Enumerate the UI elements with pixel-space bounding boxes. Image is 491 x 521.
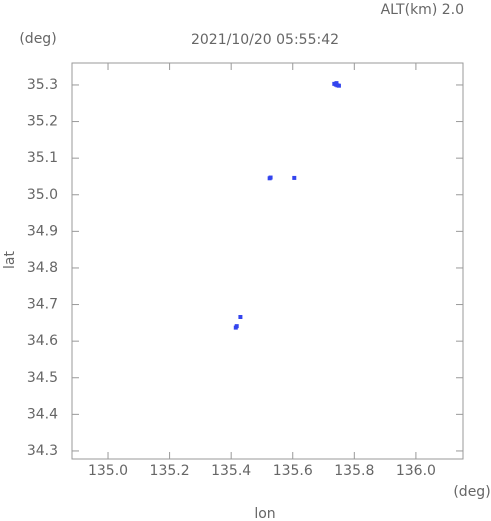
x-tick-label: 135.4 <box>211 463 251 479</box>
y-tick-label: 34.9 <box>27 223 58 239</box>
echo-point <box>234 324 239 329</box>
y-tick-label: 34.6 <box>27 333 58 349</box>
echo-point <box>336 83 341 88</box>
y-tick-label: 35.3 <box>27 77 58 93</box>
y-tick-label: 34.4 <box>27 406 58 422</box>
y-tick-label: 34.8 <box>27 260 58 276</box>
annotation: ALT(km) 2.0 <box>381 2 464 18</box>
echo-point <box>268 175 273 180</box>
y-label: lat <box>2 251 18 269</box>
x-tick-label: 135.8 <box>334 463 374 479</box>
y-tick-label: 34.5 <box>27 370 58 386</box>
y-tick-label: 35.1 <box>27 150 58 166</box>
y-tick-label: 34.3 <box>27 443 58 459</box>
x-label: lon <box>254 506 275 521</box>
x-unit: (deg) <box>453 484 490 500</box>
x-tick-label: 135.0 <box>88 463 128 479</box>
echo-point <box>292 175 297 180</box>
y-tick-label: 35.0 <box>27 187 58 203</box>
y-unit: (deg) <box>19 31 56 47</box>
plot-frame <box>71 62 464 460</box>
echo-point <box>238 314 243 319</box>
x-tick-label: 136.0 <box>396 463 436 479</box>
x-tick-label: 135.2 <box>150 463 190 479</box>
x-tick-label: 135.6 <box>273 463 313 479</box>
echo-point <box>334 81 339 86</box>
chart-title: 2021/10/20 05:55:42 <box>191 32 339 48</box>
y-tick-label: 34.7 <box>27 297 58 313</box>
y-tick-label: 35.2 <box>27 114 58 130</box>
